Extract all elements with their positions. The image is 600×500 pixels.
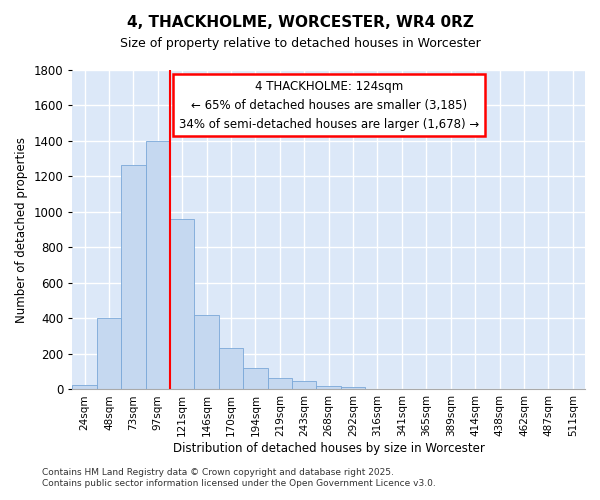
- Bar: [341, 387, 365, 390]
- Bar: [194, 315, 219, 390]
- Bar: [146, 141, 170, 390]
- Bar: [97, 318, 121, 390]
- Bar: [170, 219, 194, 390]
- Bar: [219, 348, 243, 390]
- Bar: [73, 385, 97, 390]
- Bar: [268, 378, 292, 390]
- Text: 4, THACKHOLME, WORCESTER, WR4 0RZ: 4, THACKHOLME, WORCESTER, WR4 0RZ: [127, 15, 473, 30]
- Text: Contains HM Land Registry data © Crown copyright and database right 2025.
Contai: Contains HM Land Registry data © Crown c…: [42, 468, 436, 487]
- X-axis label: Distribution of detached houses by size in Worcester: Distribution of detached houses by size …: [173, 442, 485, 455]
- Y-axis label: Number of detached properties: Number of detached properties: [15, 136, 28, 322]
- Text: 4 THACKHOLME: 124sqm
← 65% of detached houses are smaller (3,185)
34% of semi-de: 4 THACKHOLME: 124sqm ← 65% of detached h…: [179, 80, 479, 130]
- Text: Size of property relative to detached houses in Worcester: Size of property relative to detached ho…: [119, 38, 481, 51]
- Bar: [292, 382, 316, 390]
- Bar: [243, 368, 268, 390]
- Bar: [316, 386, 341, 390]
- Bar: [121, 165, 146, 390]
- Bar: [365, 388, 389, 390]
